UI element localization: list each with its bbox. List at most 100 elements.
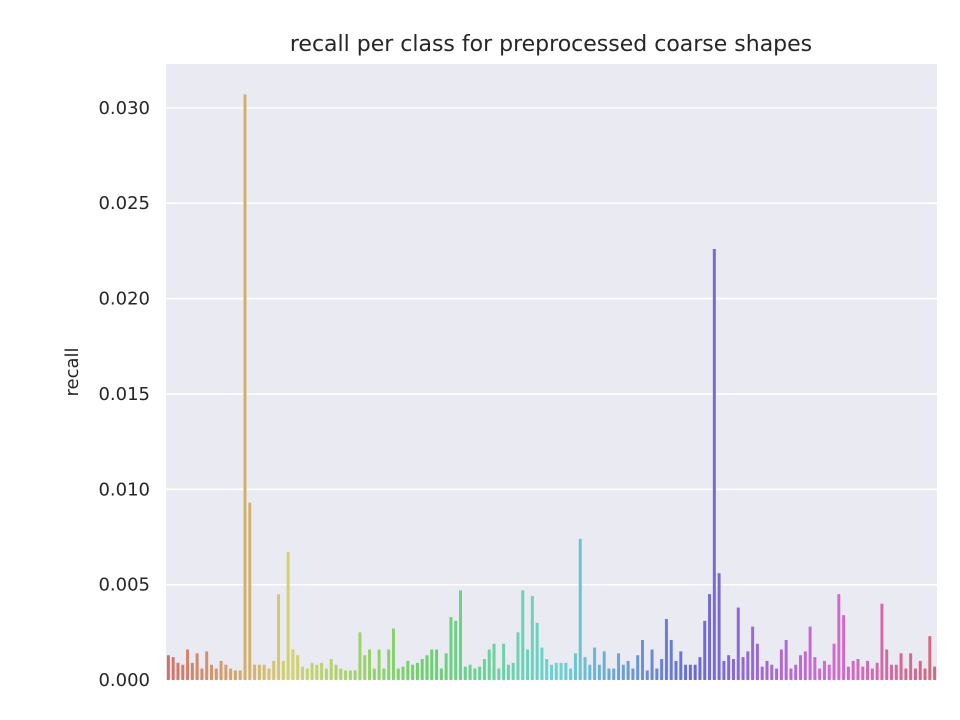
bars xyxy=(166,94,937,681)
y-axis-label: recall xyxy=(62,347,83,396)
bar xyxy=(277,594,281,680)
y-tick-labels: 0.000 0.005 0.010 0.015 0.020 0.025 0.030 xyxy=(98,98,150,691)
bar xyxy=(550,664,553,680)
bar xyxy=(353,670,357,680)
bar xyxy=(617,653,621,680)
bar xyxy=(894,664,898,680)
bar xyxy=(612,668,616,680)
bar xyxy=(257,664,261,680)
bar xyxy=(636,655,640,680)
bar xyxy=(837,594,841,680)
bar xyxy=(928,636,932,680)
bar xyxy=(233,670,237,680)
bar xyxy=(789,668,793,680)
bar xyxy=(597,664,601,680)
bar xyxy=(569,668,573,680)
bar xyxy=(253,664,257,680)
bar xyxy=(641,639,644,680)
bar xyxy=(736,607,740,680)
bar xyxy=(382,668,386,680)
bar xyxy=(296,655,300,680)
bar xyxy=(593,647,597,680)
bar xyxy=(530,596,534,680)
chart-title: recall per class for preprocessed coarse… xyxy=(290,32,812,57)
bar xyxy=(415,662,419,680)
bar xyxy=(856,659,860,680)
bar xyxy=(229,668,233,680)
bar xyxy=(621,664,625,680)
bar xyxy=(248,502,252,680)
bar xyxy=(573,653,577,680)
bar xyxy=(329,659,333,680)
bar xyxy=(210,664,213,680)
bar xyxy=(731,659,735,680)
bar xyxy=(171,657,175,680)
bar xyxy=(387,649,391,680)
bar xyxy=(521,590,525,680)
bar xyxy=(703,620,707,680)
y-tick-label: 0.020 xyxy=(98,289,150,310)
bar xyxy=(909,653,913,680)
bar xyxy=(755,643,759,680)
bar xyxy=(870,668,874,680)
bar xyxy=(339,668,343,680)
bar xyxy=(459,590,462,680)
bar xyxy=(478,666,482,680)
bar xyxy=(660,659,664,680)
bar xyxy=(406,660,410,680)
bar xyxy=(784,639,788,680)
bar xyxy=(832,643,836,680)
bar xyxy=(650,649,654,680)
bar xyxy=(631,668,635,680)
y-tick-label: 0.000 xyxy=(98,670,150,691)
bar xyxy=(827,664,831,680)
bar xyxy=(190,662,194,680)
bar xyxy=(425,655,429,680)
bar xyxy=(281,660,285,680)
bar xyxy=(607,668,611,680)
bar xyxy=(770,664,774,680)
bar xyxy=(487,649,491,680)
bar xyxy=(430,649,434,680)
bar xyxy=(679,651,683,680)
bar xyxy=(186,649,190,680)
bar xyxy=(674,660,678,680)
bar xyxy=(310,662,314,680)
bar xyxy=(195,653,199,680)
bar xyxy=(396,668,400,680)
bar xyxy=(655,668,659,680)
bar xyxy=(842,615,846,680)
bar xyxy=(176,662,180,680)
bar xyxy=(291,649,295,680)
bar xyxy=(439,668,443,680)
plot-background xyxy=(166,64,937,680)
bar xyxy=(588,664,592,680)
bar xyxy=(799,655,802,680)
bar xyxy=(866,660,870,680)
bar xyxy=(334,664,338,680)
bar xyxy=(626,660,630,680)
bar xyxy=(794,664,798,680)
bar xyxy=(243,94,247,680)
bar xyxy=(267,668,271,680)
y-tick-label: 0.005 xyxy=(98,575,150,596)
bar xyxy=(444,653,448,680)
bar xyxy=(583,657,587,680)
bar xyxy=(473,668,477,680)
bar xyxy=(435,649,439,680)
bar xyxy=(765,660,769,680)
bar xyxy=(727,655,731,680)
bar xyxy=(377,649,381,680)
bar xyxy=(497,668,501,680)
bar xyxy=(492,643,496,680)
bar xyxy=(358,632,362,680)
bar xyxy=(449,617,453,680)
bar xyxy=(846,666,850,680)
bar xyxy=(822,660,826,680)
bar xyxy=(348,670,352,680)
bar xyxy=(482,659,486,680)
y-tick-label: 0.025 xyxy=(98,193,150,214)
y-tick-label: 0.030 xyxy=(98,98,150,119)
bar xyxy=(320,662,324,680)
bar xyxy=(885,649,889,680)
